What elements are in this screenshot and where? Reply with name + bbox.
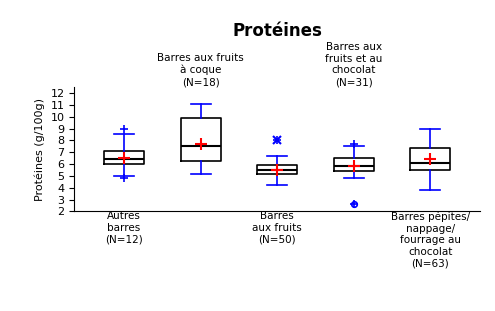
Text: Barres aux fruits
à coque
(N=18): Barres aux fruits à coque (N=18) (157, 53, 244, 87)
Text: Protéines: Protéines (232, 22, 322, 40)
Y-axis label: Protéines (g/100g): Protéines (g/100g) (34, 98, 45, 201)
Text: Barres pépites/
nappage/
fourrage au
chocolat
(N=63): Barres pépites/ nappage/ fourrage au cho… (391, 211, 470, 268)
Text: Barres
aux fruits
(N=50): Barres aux fruits (N=50) (252, 211, 302, 245)
Text: Barres aux
fruits et au
chocolat
(N=31): Barres aux fruits et au chocolat (N=31) (325, 42, 383, 87)
Text: Autres
barres
(N=12): Autres barres (N=12) (105, 211, 143, 245)
